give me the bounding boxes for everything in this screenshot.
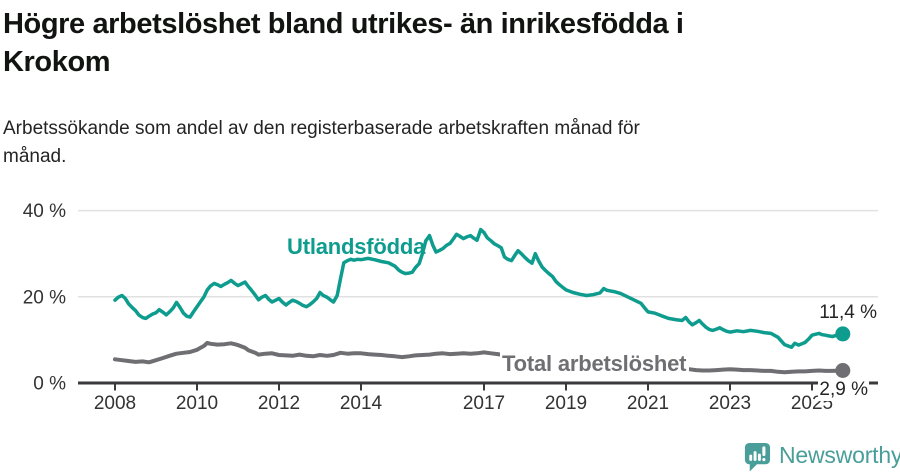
svg-text:2019: 2019 xyxy=(545,393,587,414)
newsworthy-wordmark: Newsworthy xyxy=(779,442,900,468)
newsworthy-logo: Newsworthy xyxy=(742,441,900,472)
svg-text:2014: 2014 xyxy=(340,393,383,414)
svg-text:0 %: 0 % xyxy=(33,374,66,395)
end-value-total: 2,9 % xyxy=(818,379,869,401)
chart-subtitle: Arbetssökande som andel av den registerb… xyxy=(3,118,640,167)
svg-text:2012: 2012 xyxy=(258,393,300,414)
svg-text:40 %: 40 % xyxy=(23,201,66,222)
end-value-utlandsfodda: 11,4 % xyxy=(819,302,877,323)
svg-text:2021: 2021 xyxy=(627,393,669,414)
series-label-total-arbetsloshet: Total arbetslöshet xyxy=(500,351,690,379)
newsworthy-bubble-chart-icon xyxy=(744,442,771,472)
svg-text:2008: 2008 xyxy=(94,393,136,414)
series-label-utlandsfodda: Utlandsfödda xyxy=(287,234,426,259)
chart-title: Högre arbetslöshet bland utrikes- än inr… xyxy=(3,8,684,78)
svg-text:2023: 2023 xyxy=(709,393,751,414)
svg-text:2010: 2010 xyxy=(176,393,218,414)
svg-text:20 %: 20 % xyxy=(23,287,66,308)
svg-text:2017: 2017 xyxy=(463,393,505,414)
